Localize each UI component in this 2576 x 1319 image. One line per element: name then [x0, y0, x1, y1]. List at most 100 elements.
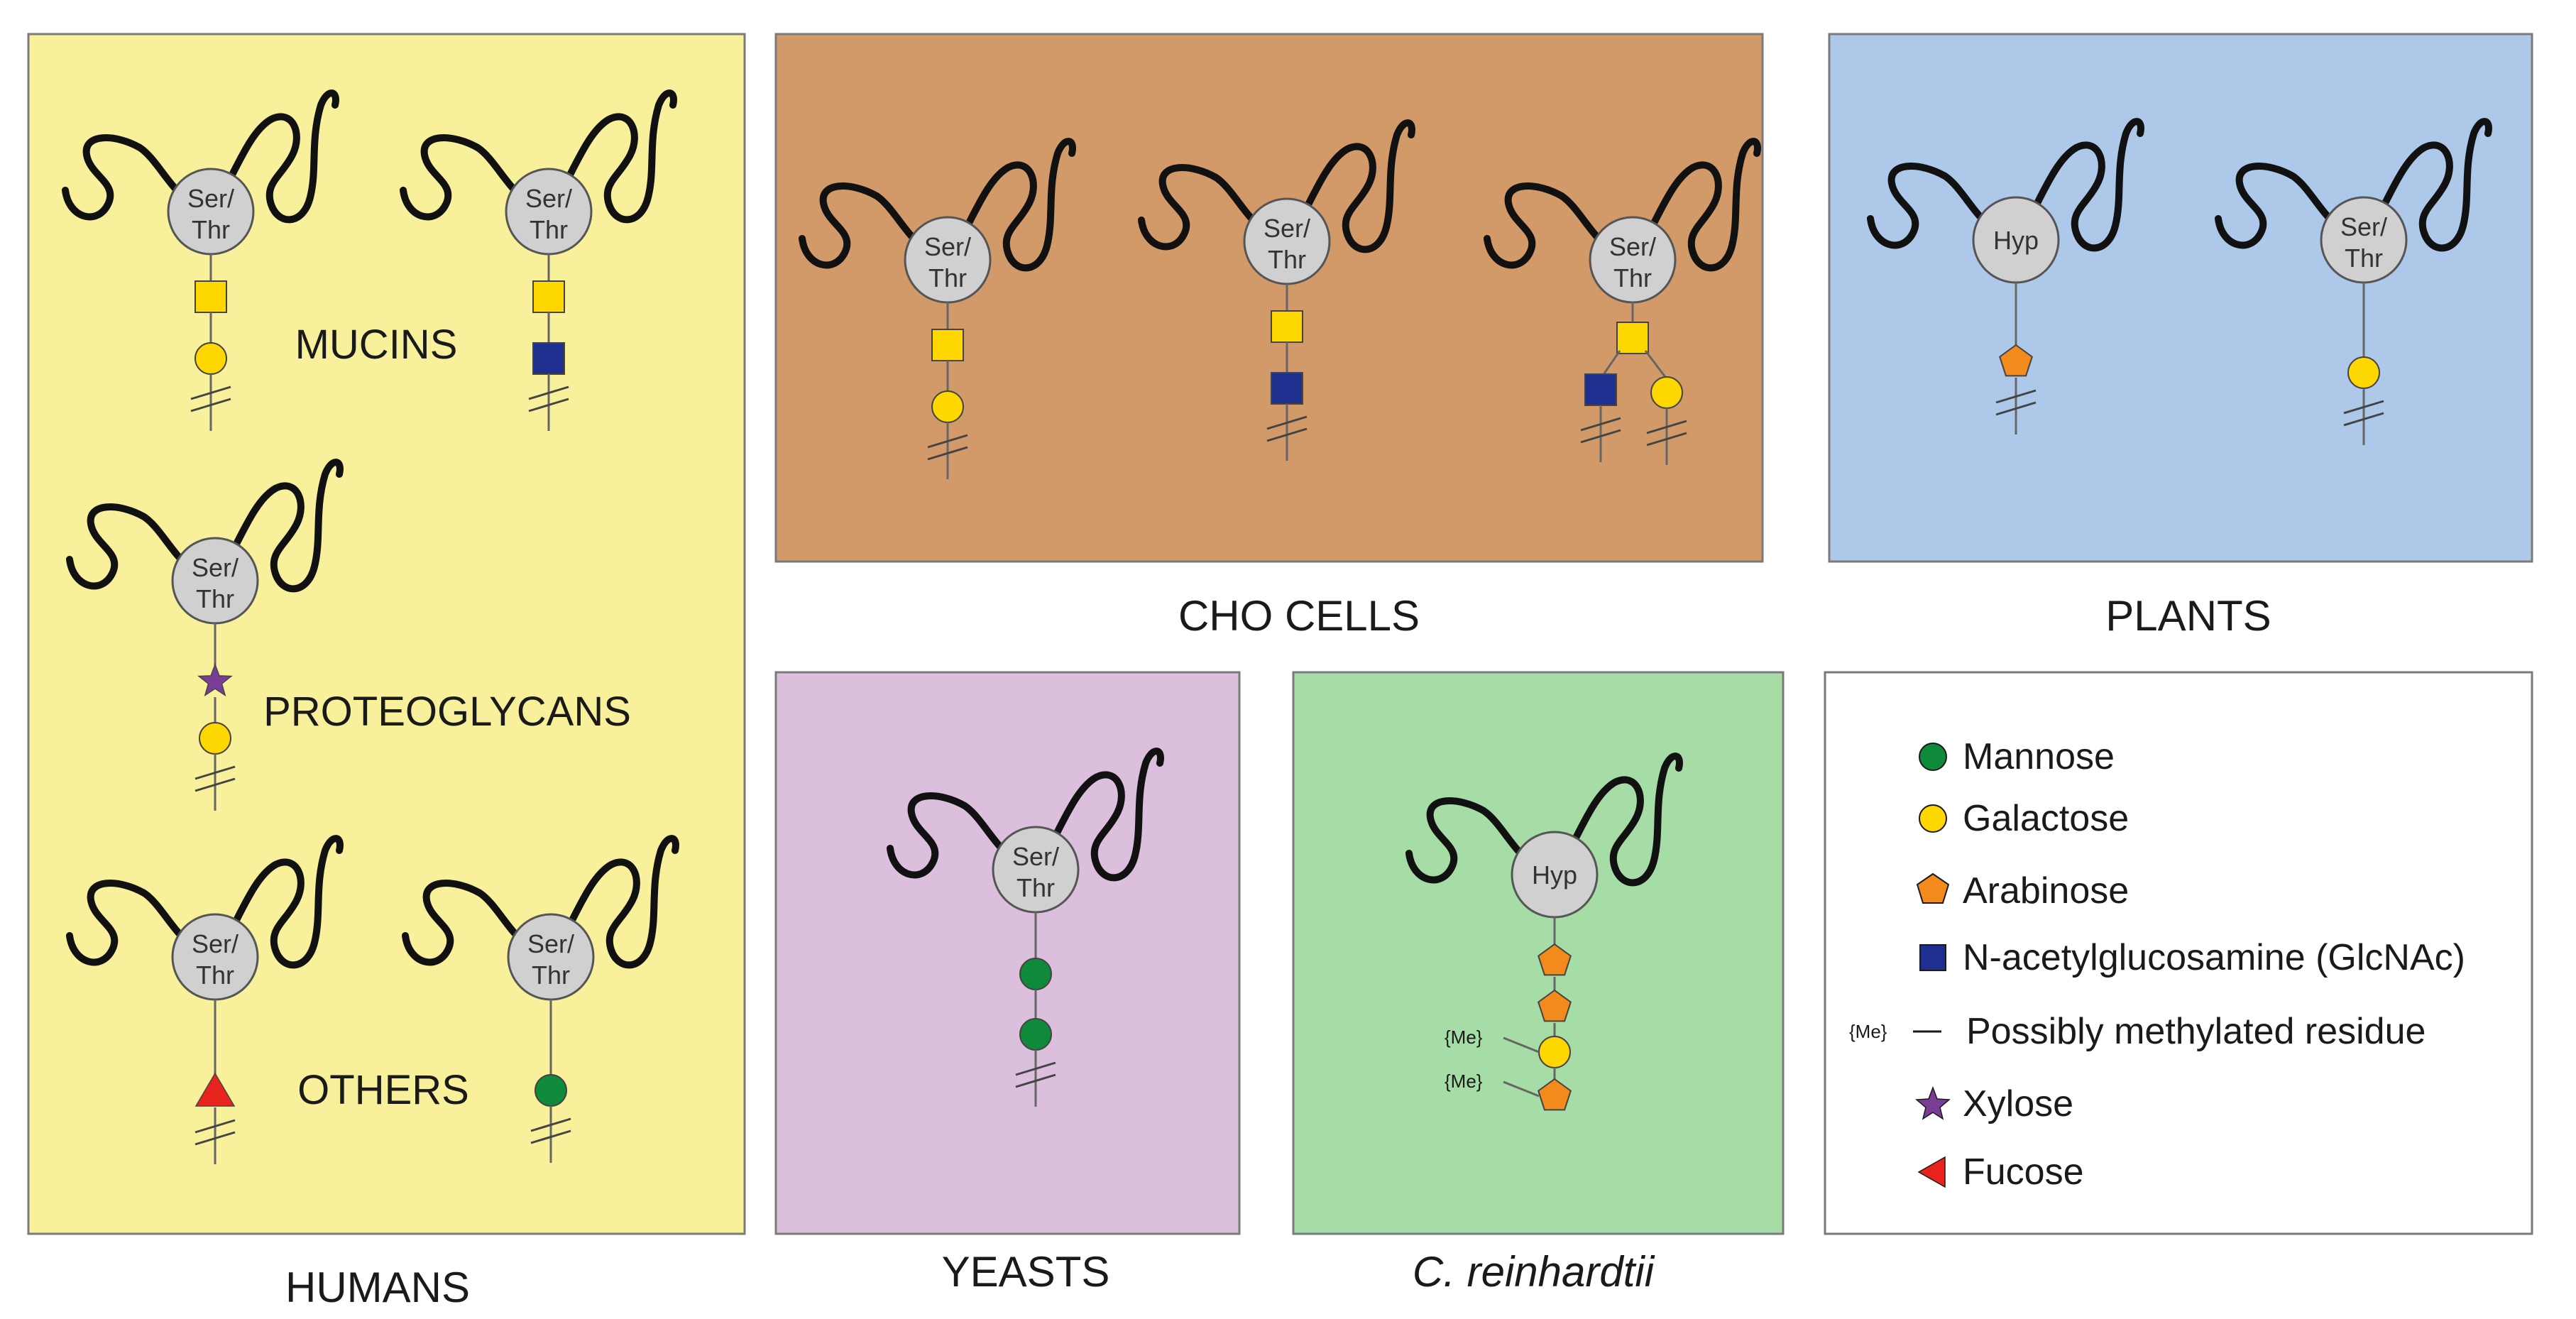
galactose-square-icon: [532, 280, 565, 313]
arabinose-icon: [1999, 344, 2033, 377]
break-mark-icon: [1995, 389, 2037, 404]
cho-structure-1: Ser/Thr: [802, 141, 1073, 479]
glycan-structures: Ser/ThrSer/ThrSer/ThrSer/ThrSer/ThrSer/T…: [65, 93, 2489, 1164]
galactose-icon: [931, 390, 964, 423]
break-mark-icon: [194, 765, 236, 780]
break-mark-icon: [1015, 1073, 1056, 1088]
galactose-icon: [1650, 376, 1683, 409]
arabinose-icon: [1538, 943, 1572, 976]
legend-item-mannose: Mannose: [1919, 736, 2115, 777]
methyl-tag-galactose: {Me}: [1445, 1027, 1483, 1048]
glcnac-icon: [532, 342, 565, 375]
others-structure-mannose: Ser/Thr: [405, 838, 676, 1163]
arabinose-icon: [1538, 1078, 1572, 1111]
break-mark-icon: [530, 1129, 571, 1144]
galactose-square-icon: [1271, 310, 1303, 343]
residue-label: Hyp: [1993, 226, 2039, 255]
residue-label-line1: Ser/: [525, 184, 572, 213]
residue-label-line1: Ser/: [527, 929, 574, 958]
legend-item-methylated: {Me} Possibly methylated residue: [1849, 1011, 2426, 1052]
residue-label-line1: Ser/: [1012, 842, 1059, 871]
break-mark-icon: [1266, 415, 1308, 430]
legend-item-galactose: Galactose: [1919, 798, 2129, 839]
break-mark-icon: [194, 1131, 236, 1146]
xylose-icon: [1915, 1085, 1951, 1120]
legend-item-glcnac: N-acetylglucosamine (GlcNAc): [1919, 937, 2465, 978]
break-mark-icon: [1995, 401, 2037, 416]
glcnac-icon: [1271, 372, 1303, 405]
creinhardtii-label: C. reinhardtii: [1413, 1248, 1655, 1296]
proteoglycan-structure: Ser/Thr: [70, 462, 340, 811]
galactose-icon: [1538, 1036, 1571, 1068]
residue-label-line2: Thr: [532, 960, 570, 990]
residue-label-line1: Ser/: [192, 553, 239, 582]
yeasts-panel: [774, 671, 1241, 1235]
creinhardtii-panel-bg: [1292, 671, 1785, 1235]
glycosidic-bond: [1603, 350, 1621, 374]
residue-label-line2: Thr: [1016, 873, 1055, 902]
galactose-square-icon: [194, 280, 227, 313]
residue-label-line1: Ser/: [192, 929, 239, 958]
creinhardtii-panel: [1292, 671, 1785, 1235]
mannose-icon: [1919, 743, 1947, 771]
break-mark-icon: [1646, 420, 1687, 434]
yeasts-label: YEASTS: [942, 1248, 1110, 1296]
residue-label-line1: Ser/: [1609, 232, 1656, 261]
residue-label-line1: Ser/: [924, 232, 971, 261]
residue-label-line2: Thr: [928, 263, 967, 292]
residue-label-line1: Ser/: [1264, 214, 1310, 243]
galactose-icon: [194, 342, 227, 375]
galactose-square-icon: [931, 329, 964, 361]
break-mark-icon: [2343, 400, 2384, 415]
legend-label-arabinose: Arabinose: [1963, 870, 2129, 912]
cho-structure-2: Ser/Thr: [1141, 123, 1412, 461]
methyl-link: [1503, 1080, 1540, 1098]
humans-panel: [27, 33, 746, 1235]
mucin-structure-1: Ser/Thr: [65, 93, 336, 431]
plants-panel: [1828, 33, 2533, 563]
galactose-icon: [199, 722, 231, 755]
break-mark-icon: [190, 398, 231, 412]
mannose-icon: [535, 1074, 567, 1107]
mucins-label: MUCINS: [295, 322, 458, 368]
yeasts-panel-bg: [774, 671, 1241, 1235]
others-label: OTHERS: [297, 1067, 469, 1113]
legend-label-methylated: Possibly methylated residue: [1966, 1011, 2426, 1052]
plants-panel-bg: [1828, 33, 2533, 563]
residue-label-line2: Thr: [530, 215, 568, 244]
break-mark-icon: [530, 1117, 571, 1132]
legend-label-fucose: Fucose: [1963, 1151, 2084, 1193]
residue-label: Hyp: [1532, 860, 1577, 890]
break-mark-icon: [194, 1119, 236, 1134]
residue-label-line2: Thr: [1613, 263, 1652, 292]
residue-label-line2: Thr: [196, 960, 234, 990]
residue-label-line1: Ser/: [187, 184, 234, 213]
galactose-square-icon: [1616, 322, 1649, 354]
humans-panel-bg: [27, 33, 746, 1235]
break-mark-icon: [528, 385, 569, 400]
break-mark-icon: [190, 385, 231, 400]
mannose-icon: [1019, 1018, 1052, 1051]
plant-structure-ser: Ser/Thr: [2218, 121, 2489, 445]
break-mark-icon: [1015, 1061, 1056, 1076]
arabinose-icon: [1916, 872, 1950, 904]
legend: Mannose Galactose Arabinose N-acetylgluc…: [1849, 736, 2465, 1193]
break-mark-icon: [194, 777, 236, 792]
break-mark-icon: [927, 446, 968, 461]
legend-label-glcnac: N-acetylglucosamine (GlcNAc): [1963, 937, 2465, 978]
yeast-structure: Ser/Thr: [890, 751, 1161, 1107]
methyl-tag-icon: {Me}: [1849, 1021, 1887, 1042]
creinhardtii-structure: Hyp {Me} {Me}: [1409, 756, 1679, 1111]
legend-item-xylose: Xylose: [1915, 1083, 2073, 1124]
legend-item-arabinose: Arabinose: [1916, 870, 2129, 912]
legend-label-galactose: Galactose: [1963, 798, 2129, 839]
residue-label-line1: Ser/: [2340, 212, 2387, 241]
break-mark-icon: [927, 434, 968, 449]
cho-label: CHO CELLS: [1178, 592, 1420, 640]
legend-item-fucose: Fucose: [1917, 1151, 2084, 1193]
break-mark-icon: [1266, 427, 1308, 442]
residue-label-line2: Thr: [192, 215, 230, 244]
methyl-tag-arabinose: {Me}: [1445, 1071, 1483, 1092]
legend-label-mannose: Mannose: [1963, 736, 2115, 777]
